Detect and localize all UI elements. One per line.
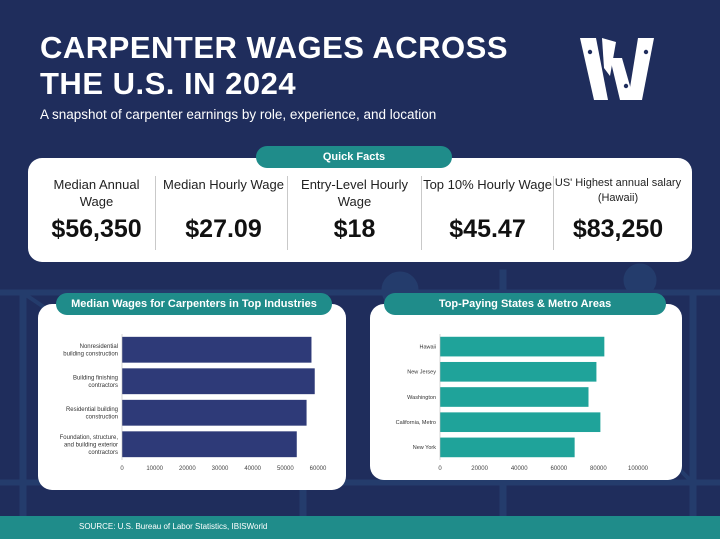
category-label: Washington xyxy=(407,395,436,401)
fact-value: $45.47 xyxy=(449,215,526,243)
category-label: California, Metro xyxy=(396,420,436,426)
tick-label: 60000 xyxy=(310,466,327,472)
bar xyxy=(440,412,601,433)
industries-chart-card: Nonresidential building construction Build… xyxy=(38,304,346,490)
bar xyxy=(122,368,315,395)
tick-label: 0 xyxy=(438,466,442,472)
footer-bar: SOURCE: U.S. Bureau of Labor Statistics,… xyxy=(0,516,720,539)
fact-label: Entry-Level Hourly Wage xyxy=(301,177,408,209)
category-label: Building finishing xyxy=(73,376,118,382)
category-label: contractors xyxy=(88,450,118,456)
category-label: and building exterior xyxy=(64,442,118,448)
tick-label: 60000 xyxy=(550,466,567,472)
tick-label: 10000 xyxy=(146,466,163,472)
title-line-2: THE U.S. IN 2024 xyxy=(40,66,297,101)
industries-bar-chart: Nonresidential building construction Build… xyxy=(60,334,327,472)
bar xyxy=(122,336,312,363)
bar xyxy=(440,361,597,382)
tick-label: 40000 xyxy=(244,466,261,472)
states-chart-title: Top-Paying States & Metro Areas xyxy=(384,293,666,315)
tick-label: 80000 xyxy=(590,466,607,472)
category-label: Residential building xyxy=(66,407,118,413)
category-label: Nonresidential xyxy=(80,344,118,350)
category-label: Foundation, structure, xyxy=(60,435,119,441)
tick-label: 30000 xyxy=(212,466,229,472)
tick-label: 50000 xyxy=(277,466,294,472)
tick-label: 0 xyxy=(120,466,124,472)
fact-label: Median Hourly Wage xyxy=(163,177,284,192)
tick-label: 100000 xyxy=(628,466,649,472)
fact-entry-level-hourly-wage: Entry-Level Hourly Wage $18 xyxy=(288,176,422,250)
fact-value: $27.09 xyxy=(185,215,262,243)
quick-facts-heading: Quick Facts xyxy=(256,146,452,168)
tick-label: 40000 xyxy=(511,466,528,472)
bar xyxy=(122,431,297,458)
quick-facts-card xyxy=(28,158,692,262)
industries-chart-title: Median Wages for Carpenters in Top Indus… xyxy=(56,293,332,315)
bar xyxy=(440,387,589,407)
page-title: CARPENTER WAGES ACROSS THE U.S. IN 2024 xyxy=(40,30,560,102)
category-label: Hawaii xyxy=(419,344,436,350)
bar xyxy=(440,336,605,357)
title-line-1: CARPENTER WAGES ACROSS xyxy=(40,30,509,65)
tick-label: 20000 xyxy=(179,466,196,472)
tick-label: 20000 xyxy=(471,466,488,472)
category-label: building construction xyxy=(63,352,118,358)
fact-value: $18 xyxy=(333,215,376,243)
bar xyxy=(440,437,575,458)
states-chart-card: Hawaii New Jersey Washington California, Me… xyxy=(370,304,682,480)
category-label: construction xyxy=(86,415,118,421)
fact-median-annual-wage: Median Annual Wage $56,350 xyxy=(38,176,156,250)
category-label: contractors xyxy=(88,383,118,389)
fact-label: Median Annual Wage xyxy=(53,177,140,209)
fact-value: $83,250 xyxy=(572,215,664,243)
bar xyxy=(122,399,307,426)
page-subtitle: A snapshot of carpenter earnings by role… xyxy=(40,107,437,122)
fact-label: Top 10% Hourly Wage xyxy=(423,177,552,192)
source-citation: SOURCE: U.S. Bureau of Labor Statistics,… xyxy=(79,522,268,531)
states-bar-chart: Hawaii New Jersey Washington California, Me… xyxy=(396,334,649,472)
fact-top-10-hourly-wage: Top 10% Hourly Wage $45.47 xyxy=(422,176,554,250)
fact-median-hourly-wage: Median Hourly Wage $27.09 xyxy=(160,176,288,250)
w-logo-icon xyxy=(580,38,654,100)
fact-highest-annual-salary: US' Highest annual salary (Hawaii) $83,2… xyxy=(554,176,682,250)
fact-value: $56,350 xyxy=(51,215,142,243)
category-label: New York xyxy=(413,445,436,451)
category-label: New Jersey xyxy=(407,370,436,376)
fact-label: US' Highest annual salary (Hawaii) xyxy=(554,177,682,204)
